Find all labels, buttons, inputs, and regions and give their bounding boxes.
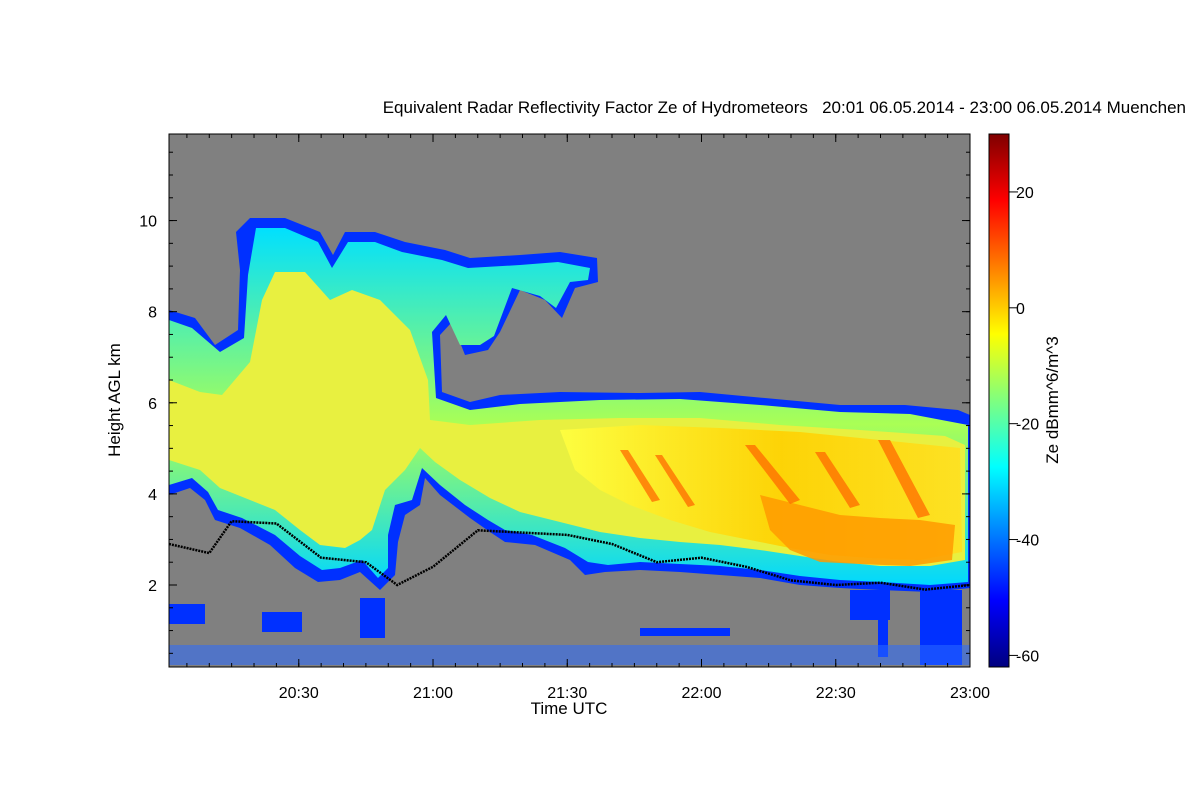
x-axis: 20:30 21:00 21:30 22:00 22:30 23:00: [186, 134, 990, 702]
x-tick-label: 21:30: [547, 685, 587, 702]
chart-title-location: Muenchen: [1106, 98, 1186, 117]
x-tick-label: 23:00: [950, 685, 990, 702]
x-tick-label: 21:00: [413, 685, 453, 702]
y-axis: 2 4 6 8 10: [139, 151, 970, 654]
chart-title-main: Equivalent Radar Reflectivity Factor Ze …: [382, 98, 808, 117]
y-tick-label: 2: [148, 578, 157, 595]
colorbar-tick-label: 20: [1016, 185, 1034, 202]
y-tick-label: 6: [148, 396, 157, 413]
x-tick-label: 22:30: [816, 685, 856, 702]
ground-clutter: [169, 645, 970, 665]
y-tick-label: 8: [148, 305, 157, 322]
colorbar-tick-label: -60: [1016, 648, 1039, 665]
x-axis-title: Time UTC: [531, 699, 608, 718]
enhanced-core: [760, 495, 955, 566]
x-tick-label: 22:00: [681, 685, 721, 702]
colorbar-tick-label: -40: [1016, 533, 1039, 550]
fall-streaks: [620, 440, 930, 518]
colorbar-tick-label: 0: [1016, 301, 1025, 318]
x-tick-label: 20:30: [279, 685, 319, 702]
plot-frame: [168, 133, 971, 668]
colorbar-tick-label: -20: [1016, 417, 1039, 434]
colorbar-title: Ze dBmm^6/m^3: [1043, 336, 1062, 463]
y-tick-label: 10: [139, 214, 157, 231]
colorbar-axis: 20 0 -20 -40 -60: [1009, 185, 1039, 665]
reflectivity-field: [169, 218, 970, 665]
chart-title: Equivalent Radar Reflectivity Factor Ze …: [0, 98, 1186, 118]
y-axis-title: Height AGL km: [105, 343, 124, 457]
cloud-base-line: [169, 519, 970, 591]
y-tick-label: 4: [148, 487, 157, 504]
colorbar: [988, 133, 1010, 668]
chart-title-time-range: 20:01 06.05.2014 - 23:00 06.05.2014: [822, 98, 1102, 117]
